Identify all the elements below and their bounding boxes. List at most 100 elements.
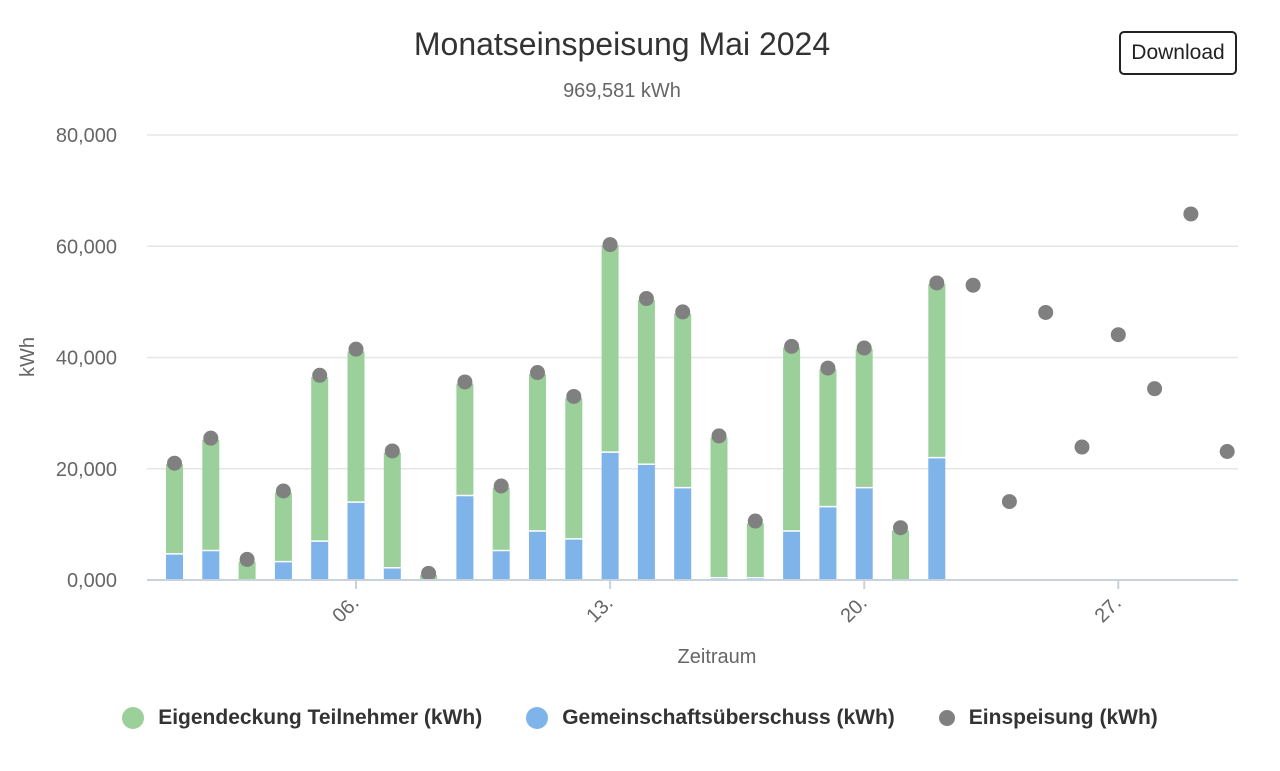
bar-gemeinschaft	[529, 531, 546, 580]
legend-item-gemeinschaft[interactable]: Gemeinschaftsüberschuss (kWh)	[526, 706, 895, 730]
bar-eigendeckung	[238, 561, 256, 580]
x-axis-label: Zeitraum	[678, 646, 757, 668]
bar-gemeinschaft	[674, 487, 692, 580]
y-axis-label: kWh	[17, 337, 39, 377]
bars	[166, 245, 946, 580]
bar-eigendeckung	[492, 487, 510, 551]
legend-label: Einspeisung (kWh)	[968, 706, 1158, 729]
point-einspeisung	[312, 367, 328, 383]
bar-gemeinschaft	[311, 541, 329, 580]
x-tick-label: 13.	[582, 592, 617, 627]
point-einspeisung	[421, 565, 437, 581]
bar-gemeinschaft	[928, 457, 946, 580]
point-einspeisung	[1183, 206, 1199, 222]
bar-gemeinschaft	[202, 550, 220, 580]
bar-eigendeckung	[456, 383, 474, 496]
bar-eigendeckung	[746, 523, 764, 578]
bar-eigendeckung	[202, 439, 220, 551]
point-einspeisung	[675, 304, 691, 320]
bar-gemeinschaft	[347, 502, 365, 580]
x-tick-label: 27.	[1091, 592, 1126, 627]
y-tick-label: 0,000	[67, 570, 117, 592]
bar-gemeinschaft	[855, 487, 873, 580]
point-einspeisung	[1001, 494, 1017, 510]
bar-gemeinschaft	[565, 538, 583, 580]
bar-eigendeckung	[710, 437, 728, 578]
y-tick-label: 20,000	[56, 459, 117, 481]
point-einspeisung	[566, 388, 582, 404]
point-einspeisung	[203, 430, 219, 446]
bar-eigendeckung	[892, 530, 909, 580]
einspeisung-points	[167, 206, 1235, 581]
point-einspeisung	[929, 275, 945, 291]
y-tick-label: 40,000	[56, 348, 117, 370]
bar-eigendeckung	[674, 313, 692, 488]
download-button[interactable]: Download	[1119, 31, 1237, 75]
bar-eigendeckung	[529, 374, 546, 532]
bar-eigendeckung	[855, 349, 873, 488]
bar-eigendeckung	[928, 284, 946, 458]
bar-eigendeckung	[311, 376, 329, 542]
bar-gemeinschaft	[710, 577, 728, 580]
point-einspeisung	[239, 551, 255, 567]
point-einspeisung	[602, 237, 618, 253]
bar-eigendeckung	[783, 347, 801, 532]
legend: Eigendeckung Teilnehmer (kWh) Gemeinscha…	[0, 700, 1280, 736]
point-einspeisung	[530, 365, 545, 381]
point-einspeisung	[1219, 444, 1235, 460]
point-einspeisung	[820, 360, 836, 376]
bar-gemeinschaft	[274, 561, 292, 580]
point-einspeisung	[348, 341, 364, 357]
point-einspeisung	[784, 338, 800, 354]
legend-item-einspeisung[interactable]: Einspeisung (kWh)	[938, 706, 1158, 730]
legend-swatch-gemeinschaft	[526, 707, 549, 729]
bar-gemeinschaft	[601, 452, 619, 580]
point-einspeisung	[1110, 327, 1126, 343]
legend-label: Gemeinschaftsüberschuss (kWh)	[562, 706, 895, 729]
x-tick-label: 20.	[837, 592, 872, 627]
chart-area: 0,000 20,000 40,000 60,000 80,000 06. 13. 20. 2…	[17, 125, 1238, 668]
point-einspeisung	[275, 483, 291, 499]
point-einspeisung	[747, 513, 763, 529]
bar-gemeinschaft	[492, 550, 510, 580]
bar-gemeinschaft	[783, 531, 801, 580]
bar-gemeinschaft	[383, 567, 401, 580]
x-axis-ticks: 06. 13. 20. 27.	[328, 580, 1126, 627]
y-axis-ticks: 0,000 20,000 40,000 60,000 80,000	[56, 125, 117, 592]
x-tick-label: 06.	[328, 592, 363, 627]
point-einspeisung	[493, 478, 509, 494]
bar-eigendeckung	[565, 398, 583, 539]
point-einspeisung	[965, 277, 981, 293]
legend-label: Eigendeckung Teilnehmer (kWh)	[158, 706, 483, 729]
grid-lines	[147, 134, 1238, 470]
bar-eigendeckung	[383, 452, 401, 568]
point-einspeisung	[384, 443, 400, 459]
legend-item-eigendeckung[interactable]: Eigendeckung Teilnehmer (kWh)	[122, 706, 482, 730]
bar-eigendeckung	[637, 300, 655, 465]
point-einspeisung	[1147, 381, 1163, 397]
bar-eigendeckung	[274, 492, 292, 562]
legend-swatch-einspeisung	[938, 710, 955, 726]
bar-gemeinschaft	[456, 495, 474, 580]
point-einspeisung	[638, 291, 654, 307]
bar-eigendeckung	[601, 245, 619, 453]
point-einspeisung	[893, 520, 908, 536]
legend-swatch-eigendeckung	[122, 707, 145, 729]
bar-gemeinschaft	[819, 506, 837, 580]
chart-title: Monatseinspeisung Mai 2024	[413, 26, 831, 62]
point-einspeisung	[1074, 439, 1090, 455]
bar-gemeinschaft	[166, 553, 183, 580]
chart-subtitle: 969,581 kWh	[563, 80, 681, 102]
point-einspeisung	[711, 428, 727, 444]
y-tick-label: 80,000	[56, 125, 117, 147]
y-tick-label: 60,000	[56, 236, 117, 258]
bar-gemeinschaft	[637, 464, 655, 580]
bar-eigendeckung	[347, 351, 365, 503]
point-einspeisung	[457, 374, 473, 390]
point-einspeisung	[167, 455, 182, 471]
bar-eigendeckung	[166, 464, 183, 554]
bar-eigendeckung	[819, 369, 837, 507]
point-einspeisung	[1038, 304, 1054, 320]
point-einspeisung	[856, 340, 872, 356]
bar-gemeinschaft	[746, 577, 764, 580]
